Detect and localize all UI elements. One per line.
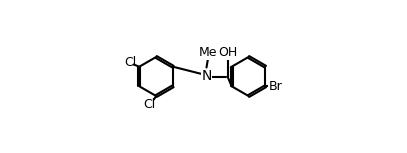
Text: Cl: Cl bbox=[143, 98, 155, 111]
Text: OH: OH bbox=[218, 46, 237, 59]
Text: Cl: Cl bbox=[124, 56, 136, 69]
Text: N: N bbox=[201, 69, 212, 84]
Text: Br: Br bbox=[268, 80, 282, 93]
Text: Me: Me bbox=[199, 46, 217, 59]
